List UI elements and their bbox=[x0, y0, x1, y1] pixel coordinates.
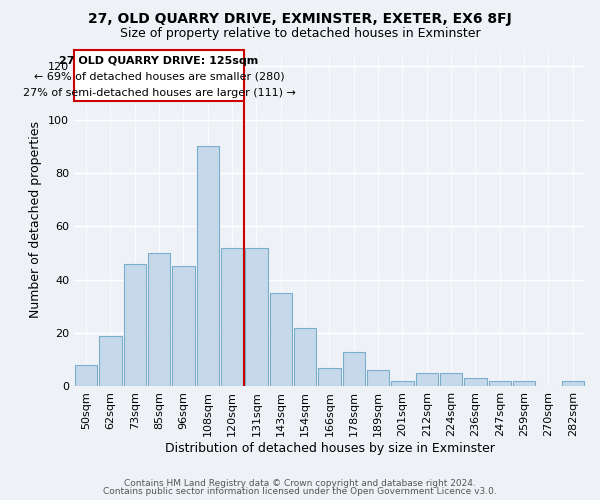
Bar bbox=[562, 381, 584, 386]
Text: Contains public sector information licensed under the Open Government Licence v3: Contains public sector information licen… bbox=[103, 487, 497, 496]
Text: 27, OLD QUARRY DRIVE, EXMINSTER, EXETER, EX6 8FJ: 27, OLD QUARRY DRIVE, EXMINSTER, EXETER,… bbox=[88, 12, 512, 26]
Bar bbox=[391, 381, 413, 386]
Bar bbox=[464, 378, 487, 386]
Bar bbox=[221, 248, 244, 386]
Bar bbox=[318, 368, 341, 386]
Bar bbox=[197, 146, 219, 386]
Bar bbox=[124, 264, 146, 386]
Text: ← 69% of detached houses are smaller (280): ← 69% of detached houses are smaller (28… bbox=[34, 72, 284, 82]
Bar bbox=[294, 328, 316, 386]
Text: Contains HM Land Registry data © Crown copyright and database right 2024.: Contains HM Land Registry data © Crown c… bbox=[124, 478, 476, 488]
Text: 27% of semi-detached houses are larger (111) →: 27% of semi-detached houses are larger (… bbox=[23, 88, 296, 98]
Text: Size of property relative to detached houses in Exminster: Size of property relative to detached ho… bbox=[119, 28, 481, 40]
Bar bbox=[488, 381, 511, 386]
Bar bbox=[367, 370, 389, 386]
X-axis label: Distribution of detached houses by size in Exminster: Distribution of detached houses by size … bbox=[164, 442, 494, 455]
Bar bbox=[343, 352, 365, 386]
Bar bbox=[245, 248, 268, 386]
Bar bbox=[148, 253, 170, 386]
Bar bbox=[172, 266, 194, 386]
Y-axis label: Number of detached properties: Number of detached properties bbox=[29, 122, 43, 318]
Bar bbox=[269, 293, 292, 386]
Bar bbox=[513, 381, 535, 386]
Text: 27 OLD QUARRY DRIVE: 125sqm: 27 OLD QUARRY DRIVE: 125sqm bbox=[59, 56, 259, 66]
Bar bbox=[99, 336, 122, 386]
Bar bbox=[416, 373, 438, 386]
Bar bbox=[75, 365, 97, 386]
Bar bbox=[440, 373, 463, 386]
Bar bbox=[74, 50, 244, 101]
